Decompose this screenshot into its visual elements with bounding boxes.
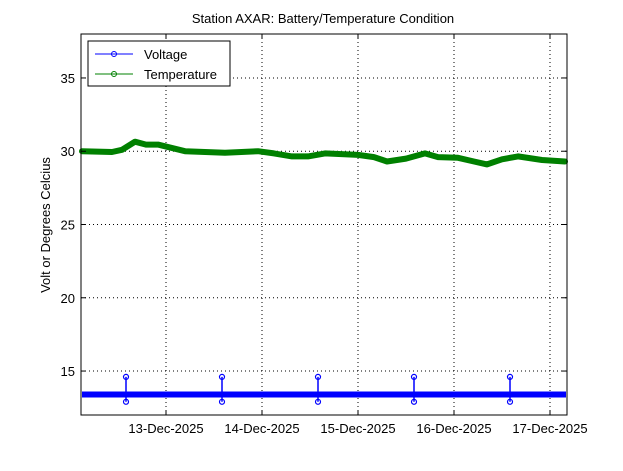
y-axis-label: Volt or Degrees Celcius (38, 157, 53, 293)
voltage-point (218, 398, 226, 405)
ticks: 13-Dec-2025 14-Dec-2025 15-Dec-2025 16-Dec-… (61, 34, 588, 436)
legend-voltage-label: Voltage (144, 47, 187, 62)
y-tick-label: 15 (61, 364, 75, 379)
x-tick-label: 13-Dec-2025 (128, 421, 203, 436)
voltage-point (122, 398, 130, 405)
legend-voltage-marker (111, 51, 117, 57)
voltage-point (506, 373, 514, 380)
temperature-line (79, 138, 568, 168)
voltage-point (506, 398, 514, 405)
voltage-point (218, 373, 226, 380)
y-tick-label: 20 (61, 291, 75, 306)
legend-temperature-marker (111, 71, 117, 77)
y-tick-label: 25 (61, 218, 75, 233)
x-tick-label: 16-Dec-2025 (416, 421, 491, 436)
legend-box (87, 40, 231, 87)
y-tick-label: 30 (61, 144, 75, 159)
y-tick-label: 35 (61, 71, 75, 86)
voltage-point (410, 398, 418, 405)
x-tick-label: 15-Dec-2025 (320, 421, 395, 436)
marks (79, 138, 568, 405)
legend: Voltage Temperature (87, 40, 231, 87)
voltage-point (314, 398, 322, 405)
x-tick-label: 17-Dec-2025 (512, 421, 587, 436)
voltage-line (82, 376, 566, 402)
voltage-point (314, 373, 322, 380)
voltage-point (122, 373, 130, 380)
legend-temperature-label: Temperature (144, 67, 217, 82)
voltage-point (410, 373, 418, 380)
x-tick-label: 14-Dec-2025 (224, 421, 299, 436)
chart-title: Station AXAR: Battery/Temperature Condit… (192, 11, 454, 26)
